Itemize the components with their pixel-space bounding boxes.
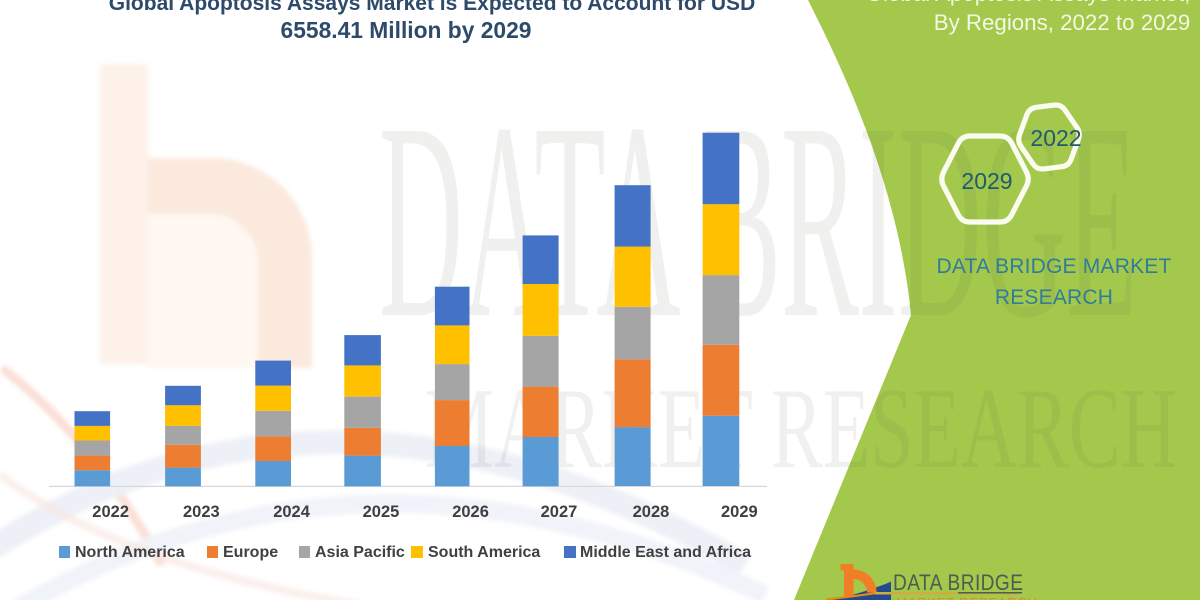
svg-text:MARKET RESEARCH: MARKET RESEARCH (896, 595, 1038, 600)
svg-text:DATA BRIDGE: DATA BRIDGE (893, 571, 1023, 596)
